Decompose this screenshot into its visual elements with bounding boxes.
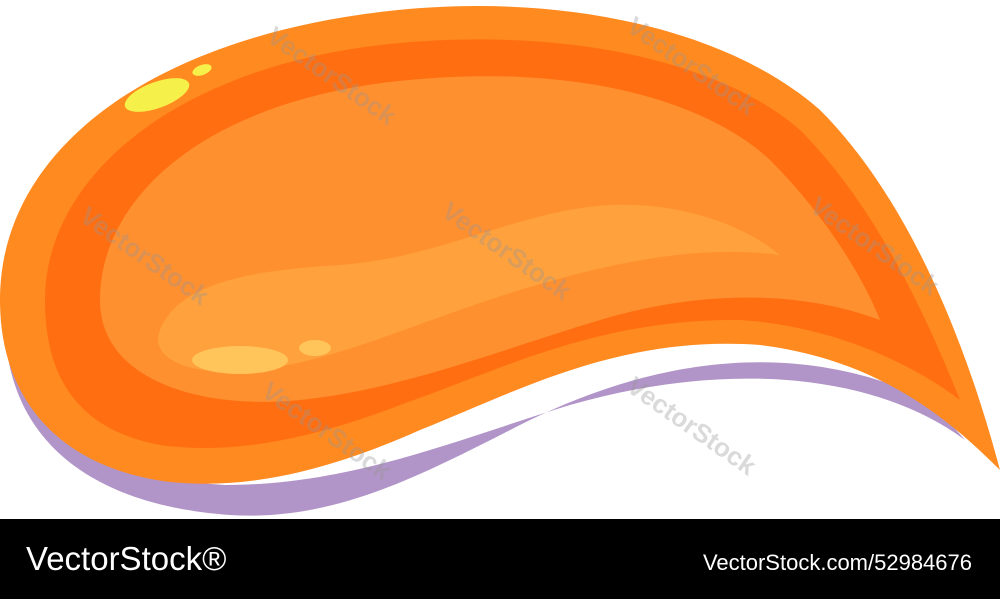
purple-shadow [5, 330, 965, 516]
gloss-spot [299, 340, 331, 356]
footer-bar [0, 519, 1000, 599]
gloss-spot [192, 346, 288, 374]
highlight-band [158, 204, 780, 372]
gloss-spot [192, 64, 212, 76]
footer-brand: VectorStock® [26, 540, 226, 577]
footer-id: VectorStock.com/52984676 [703, 550, 972, 575]
gloss-spot [124, 78, 190, 112]
